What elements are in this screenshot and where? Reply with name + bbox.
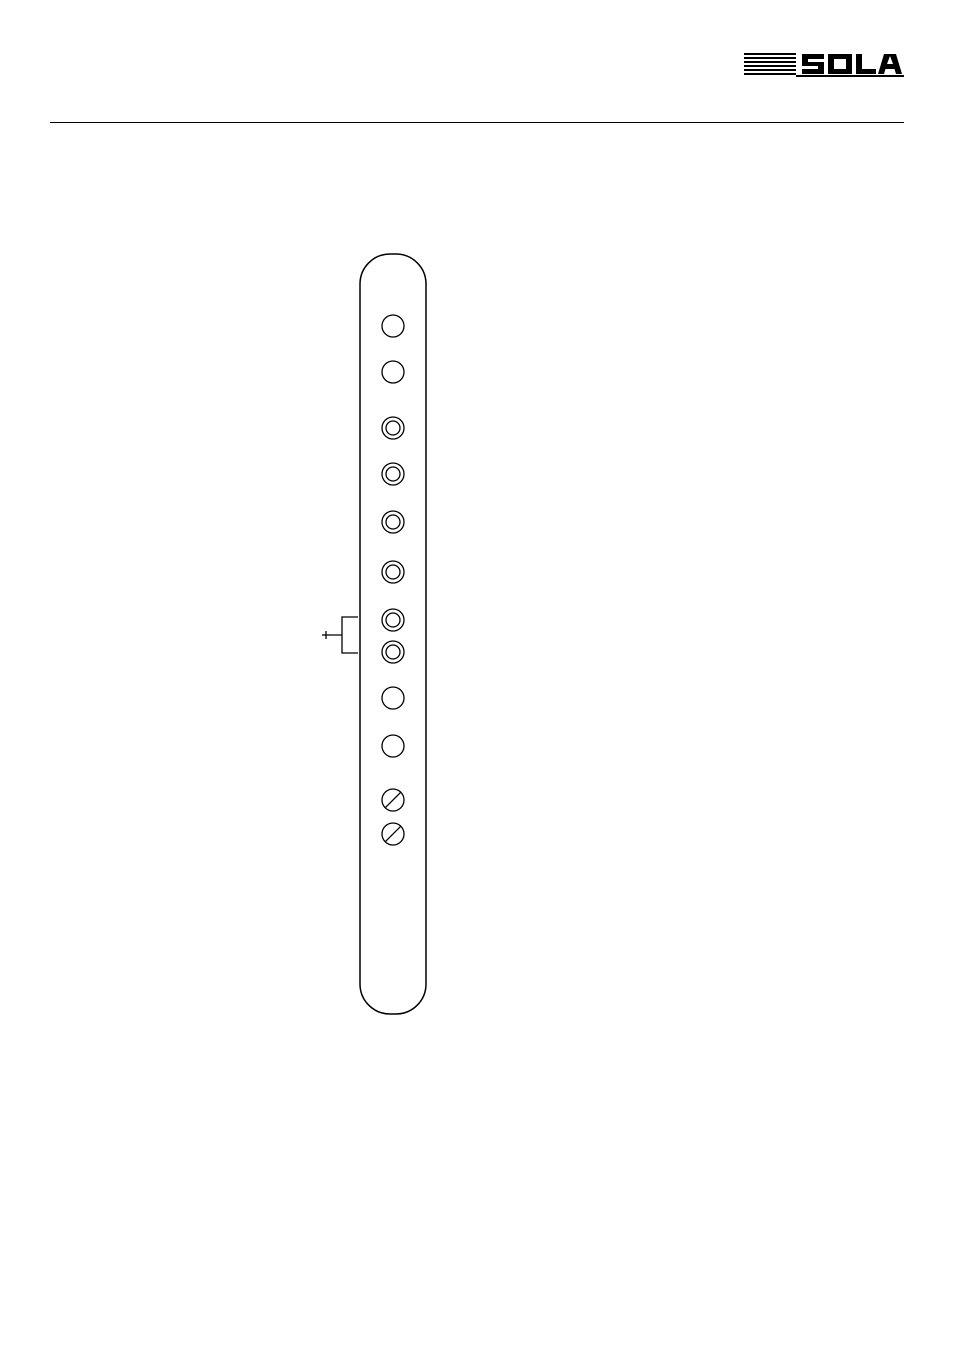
- panel-symbol-10: [382, 789, 404, 811]
- panel-symbol-0: [382, 315, 404, 337]
- panel-symbol-4: [382, 511, 404, 533]
- panel-symbol-9: [382, 735, 404, 757]
- panel-outline: [360, 254, 426, 1014]
- panel-symbol-7: [382, 641, 404, 663]
- sola-logo: [744, 48, 904, 78]
- panel-symbol-1: [382, 361, 404, 383]
- panel-symbol-2: [382, 417, 404, 439]
- panel-symbol-3: [382, 463, 404, 485]
- logo-stripes: [744, 54, 796, 74]
- logo-text: [802, 54, 902, 74]
- panel-symbol-6: [382, 609, 404, 631]
- panel-diagram: [358, 252, 428, 1016]
- panel-symbol-11: [382, 823, 404, 845]
- panel-symbol-8: [382, 687, 404, 709]
- bracket-icon: [322, 615, 358, 655]
- panel-symbol-5: [382, 561, 404, 583]
- header-divider: [50, 122, 904, 123]
